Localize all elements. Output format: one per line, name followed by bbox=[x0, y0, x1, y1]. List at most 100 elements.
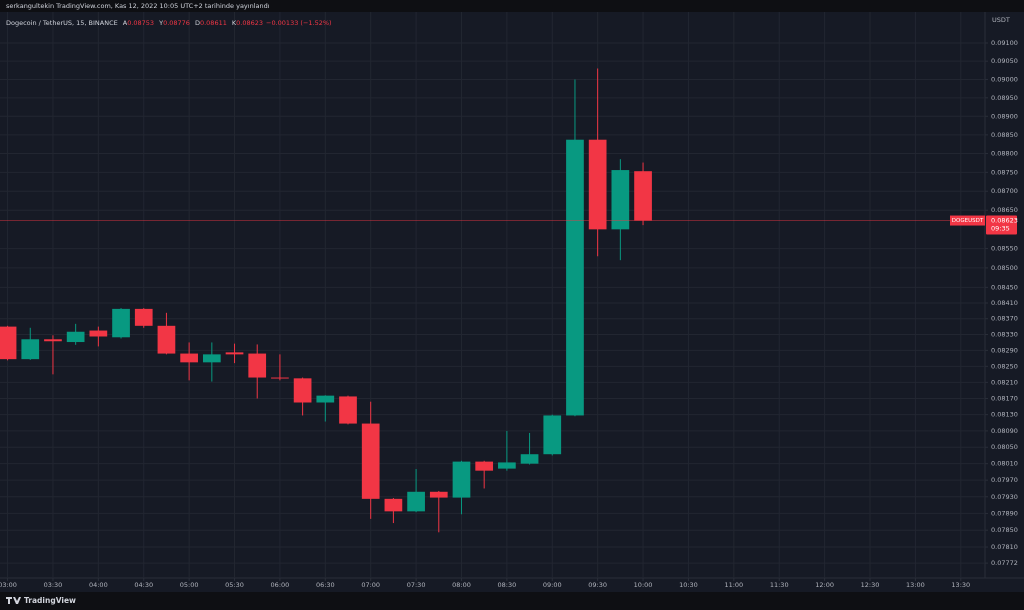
x-tick-label: 13:30 bbox=[951, 581, 970, 589]
header: serkangultekin TradingView.com, Kas 12, … bbox=[6, 2, 270, 10]
x-tick-label: 08:30 bbox=[498, 581, 517, 589]
x-tick-label: 09:30 bbox=[588, 581, 607, 589]
x-tick-label: 06:30 bbox=[316, 581, 335, 589]
symbol-tag-box bbox=[950, 215, 985, 226]
legend-change: −0.00133 (−1.52%) bbox=[266, 19, 332, 27]
candle bbox=[316, 395, 335, 422]
legend-title: Dogecoin / TetherUS, 15, BINANCE bbox=[6, 19, 118, 27]
symbol-tag: DOGEUSDT bbox=[952, 218, 984, 224]
y-tick-label: 0.07890 bbox=[991, 509, 1018, 517]
last-price-label: 0.08623 bbox=[991, 217, 1018, 225]
y-tick-label: 0.08330 bbox=[991, 331, 1018, 339]
y-tick-label: 0.08850 bbox=[991, 131, 1018, 139]
y-tick-label: 0.09050 bbox=[991, 57, 1018, 65]
candle-body bbox=[248, 353, 267, 378]
legend-field-label: Y bbox=[158, 19, 163, 27]
x-tick-label: 03:30 bbox=[44, 581, 63, 589]
y-tick-label: 0.09100 bbox=[991, 39, 1018, 47]
candle bbox=[384, 498, 403, 524]
candle bbox=[0, 325, 17, 361]
candle bbox=[361, 401, 380, 519]
candle-body bbox=[588, 139, 607, 230]
candle bbox=[588, 68, 607, 257]
candle-body bbox=[157, 325, 176, 354]
x-tick-label: 05:00 bbox=[180, 581, 199, 589]
candle bbox=[498, 430, 516, 471]
y-tick-label: 0.08950 bbox=[991, 94, 1018, 102]
candle bbox=[452, 460, 471, 515]
x-tick-label: 03:00 bbox=[0, 581, 17, 589]
candle-body bbox=[520, 454, 539, 464]
x-tick-label: 12:00 bbox=[815, 581, 834, 589]
y-tick-label: 0.07772 bbox=[991, 559, 1018, 567]
candle bbox=[21, 327, 40, 360]
candle-body bbox=[634, 171, 652, 221]
y-tick-label: 0.09000 bbox=[991, 75, 1018, 83]
y-tick-label: 0.08800 bbox=[991, 150, 1018, 158]
candle bbox=[225, 343, 244, 364]
x-tick-label: 04:00 bbox=[89, 581, 108, 589]
candle-body bbox=[271, 377, 289, 379]
y-tick-label: 0.07930 bbox=[991, 493, 1018, 501]
candle-body bbox=[339, 396, 357, 424]
x-tick-label: 11:30 bbox=[770, 581, 789, 589]
candle-body bbox=[89, 330, 108, 337]
candle-body bbox=[407, 491, 425, 512]
candle bbox=[112, 308, 130, 339]
candle bbox=[89, 326, 108, 347]
y-tick-label: 0.08250 bbox=[991, 362, 1018, 370]
candle-body bbox=[611, 170, 630, 230]
y-tick-label: 0.08170 bbox=[991, 394, 1018, 402]
candle bbox=[157, 312, 176, 355]
chart-background bbox=[0, 12, 1024, 592]
legend-field-value: 0.08611 bbox=[200, 19, 227, 27]
candle-body bbox=[112, 308, 130, 338]
y-tick-label: 0.08450 bbox=[991, 283, 1018, 291]
candle bbox=[543, 414, 562, 456]
candle bbox=[180, 342, 198, 381]
candle-body bbox=[134, 308, 153, 326]
x-tick-label: 07:30 bbox=[407, 581, 426, 589]
x-tick-label: 10:30 bbox=[679, 581, 698, 589]
candle-body bbox=[566, 139, 584, 416]
y-tick-label: 0.08410 bbox=[991, 299, 1018, 307]
footer-brand: TradingView bbox=[24, 596, 76, 605]
legend-field-value: 0.08776 bbox=[163, 19, 190, 27]
candle-body bbox=[475, 461, 494, 471]
candle-body bbox=[361, 423, 380, 499]
legend-field-value: 0.08623 bbox=[236, 19, 263, 27]
y-tick-label: 0.08050 bbox=[991, 443, 1018, 451]
y-tick-label: 0.08370 bbox=[991, 315, 1018, 323]
x-tick-label: 06:00 bbox=[271, 581, 290, 589]
candle bbox=[634, 162, 652, 226]
x-tick-label: 04:30 bbox=[134, 581, 153, 589]
candle bbox=[134, 308, 153, 328]
candle-body bbox=[44, 339, 62, 342]
x-tick-label: 09:00 bbox=[543, 581, 562, 589]
candle bbox=[44, 335, 62, 375]
y-tick-label: 0.07810 bbox=[991, 543, 1018, 551]
candle bbox=[293, 377, 312, 416]
candle-body bbox=[202, 354, 221, 363]
y-tick-label: 0.08700 bbox=[991, 187, 1018, 195]
candle bbox=[339, 395, 357, 425]
candle bbox=[566, 79, 584, 417]
y-tick-label: 0.08750 bbox=[991, 168, 1018, 176]
candle-body bbox=[180, 353, 198, 363]
candle bbox=[202, 342, 221, 382]
candle-body bbox=[316, 395, 335, 403]
legend-field-label: K bbox=[232, 19, 237, 27]
candle-body bbox=[21, 339, 40, 360]
legend: Dogecoin / TetherUS, 15, BINANCE A0.08753… bbox=[6, 19, 332, 27]
footer-logo bbox=[6, 597, 21, 604]
candle-body bbox=[429, 491, 448, 498]
y-tick-label: 0.08210 bbox=[991, 378, 1018, 386]
y-tick-label: 0.08130 bbox=[991, 411, 1018, 419]
candle bbox=[248, 344, 267, 399]
x-tick-label: 13:00 bbox=[906, 581, 925, 589]
candle-body bbox=[66, 331, 85, 343]
candle-body bbox=[0, 326, 17, 360]
candle-body bbox=[543, 415, 562, 455]
candle bbox=[407, 469, 425, 513]
